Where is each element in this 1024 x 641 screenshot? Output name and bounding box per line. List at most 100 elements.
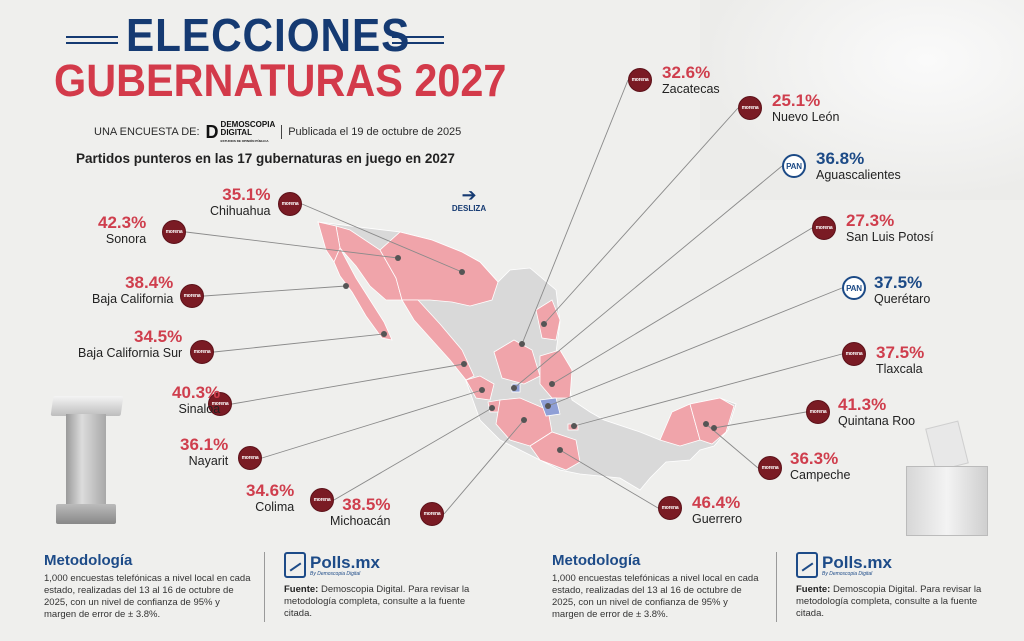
state-label-quintana-roo: 41.3% Quintana Roo [838, 396, 915, 429]
state-label-michoacan: 38.5% Michoacán [330, 496, 390, 529]
leader-line-tlaxcala [573, 353, 843, 427]
polls-logo-name: Polls.mx [822, 552, 892, 572]
leader-line-zacatecas [521, 79, 629, 345]
state-name: Guerrero [692, 512, 743, 526]
state-name: Querétaro [874, 292, 931, 306]
leader-line-quintana-roo [713, 411, 807, 429]
state-percentage: 35.1% [222, 185, 271, 204]
state-marker-quintana-roo [711, 425, 717, 431]
state-marker-sinaloa [461, 361, 467, 367]
party-logo-text: morena [761, 465, 779, 471]
morena-logo-icon: morena [310, 488, 334, 512]
title-rule [66, 42, 118, 44]
swipe-hint[interactable]: ➔ DESLIZA [444, 186, 494, 213]
methodology-title: Metodología [44, 552, 133, 569]
morena-logo-icon: morena [238, 446, 262, 470]
state-marker-san-luis-potosi [549, 381, 555, 387]
chart-icon [284, 552, 306, 578]
source-label: Fuente: [796, 584, 831, 595]
swipe-hint-label: DESLIZA [451, 204, 487, 213]
footer-divider [264, 552, 265, 622]
state-marker-zacatecas [519, 341, 525, 347]
state-name: Quintana Roo [838, 414, 916, 428]
published-date: Publicada el 19 de octubre de 2025 [288, 126, 462, 139]
leader-lines [185, 79, 843, 515]
methodology-title: Metodología [552, 552, 641, 569]
state-name: Aguascalientes [816, 168, 901, 182]
party-logo-text: morena [183, 293, 201, 299]
demoscopia-logo-mark: D [205, 122, 219, 143]
state-percentage: 27.3% [846, 211, 895, 230]
state-name: Sonora [105, 232, 147, 246]
state-label-sinaloa: 40.3% Sinaloa [172, 384, 220, 417]
state-label-guerrero: 46.4% Guerrero [692, 494, 742, 527]
chart-subtitle: Partidos punteros en las 17 gubernaturas… [76, 151, 455, 166]
state-name: Nuevo León [772, 110, 840, 124]
leader-line-baja-california-sur [213, 333, 385, 353]
demoscopia-logo: D DEMOSCOPIA DIGITAL ESTUDIOS DE OPINIÓN… [206, 121, 276, 144]
map-state-quintana-roo [689, 397, 735, 445]
methodology-block: Metodología 1,000 encuestas telefónicas … [552, 552, 762, 621]
state-name: Campeche [790, 468, 851, 482]
state-label-aguascalientes: 36.8% Aguascalientes [816, 150, 901, 183]
arrow-right-icon: ➔ [461, 185, 477, 205]
morena-logo-icon: morena [758, 456, 782, 480]
state-marker-nuevo-leon [541, 321, 547, 327]
state-label-nayarit: 36.1% Nayarit [180, 436, 228, 469]
state-marker-queretaro [545, 403, 551, 409]
morena-logo-icon: morena [806, 400, 830, 424]
state-percentage: 37.5% [876, 343, 925, 362]
pan-logo-icon: PAN [782, 154, 806, 178]
polls-logo-name: Polls.mx [310, 552, 380, 572]
state-percentage: 37.5% [874, 273, 923, 292]
leader-line-queretaro [547, 287, 843, 407]
leader-line-michoacan [443, 419, 525, 515]
state-name: Zacatecas [662, 82, 720, 96]
party-logo-text: morena [741, 105, 759, 111]
state-name: Baja California Sur [78, 346, 183, 360]
party-logo-text: morena [281, 201, 299, 207]
map-state-campeche [659, 403, 701, 447]
state-name: San Luis Potosí [846, 230, 934, 244]
state-marker-nayarit [479, 387, 485, 393]
state-label-campeche: 36.3% Campeche [790, 450, 850, 483]
state-name: Chihuahua [210, 204, 271, 218]
party-logo-text: morena [815, 225, 833, 231]
demoscopia-logo-main: DEMOSCOPIA [220, 120, 276, 129]
morena-logo-icon: morena [420, 502, 444, 526]
leader-line-nayarit [261, 389, 483, 459]
title-rule [392, 36, 444, 38]
leader-line-baja-california [203, 285, 347, 297]
state-marker-baja-california-sur [381, 331, 387, 337]
state-marker-colima [489, 405, 495, 411]
party-logo-text: morena [241, 455, 259, 461]
state-name: Tlaxcala [876, 362, 923, 376]
title-rule [66, 36, 118, 38]
state-percentage: 38.4% [125, 273, 174, 292]
ballot-box-illustration [906, 420, 988, 536]
demoscopia-logo-sub: DIGITAL [220, 127, 252, 137]
state-marker-baja-california [343, 283, 349, 289]
state-percentage: 46.4% [692, 493, 741, 512]
byline-prefix: UNA ENCUESTA DE: [94, 126, 200, 139]
party-logo-text: morena [193, 349, 211, 355]
state-marker-sonora [395, 255, 401, 261]
party-logo-text: morena [631, 77, 649, 83]
polls-logo[interactable]: Polls.mx By Demoscopia Digital [284, 552, 494, 578]
state-percentage: 36.3% [790, 449, 839, 468]
state-percentage: 40.3% [172, 383, 221, 402]
state-percentage: 34.5% [134, 327, 183, 346]
state-percentage: 38.5% [342, 495, 391, 514]
state-label-tlaxcala: 37.5% Tlaxcala [876, 344, 924, 377]
polls-logo[interactable]: Polls.mx By Demoscopia Digital [796, 552, 1006, 578]
state-name: Nayarit [188, 454, 229, 468]
methodology-block: Metodología 1,000 encuestas telefónicas … [44, 552, 254, 621]
morena-logo-icon: morena [738, 96, 762, 120]
source-block: Polls.mx By Demoscopia Digital Fuente: D… [796, 552, 1006, 620]
state-marker-chihuahua [459, 269, 465, 275]
state-marker-aguascalientes [511, 385, 517, 391]
morena-logo-icon: morena [208, 392, 232, 416]
map-state-sinaloa [401, 299, 475, 381]
byline: UNA ENCUESTA DE: D DEMOSCOPIA DIGITAL ES… [94, 121, 461, 144]
